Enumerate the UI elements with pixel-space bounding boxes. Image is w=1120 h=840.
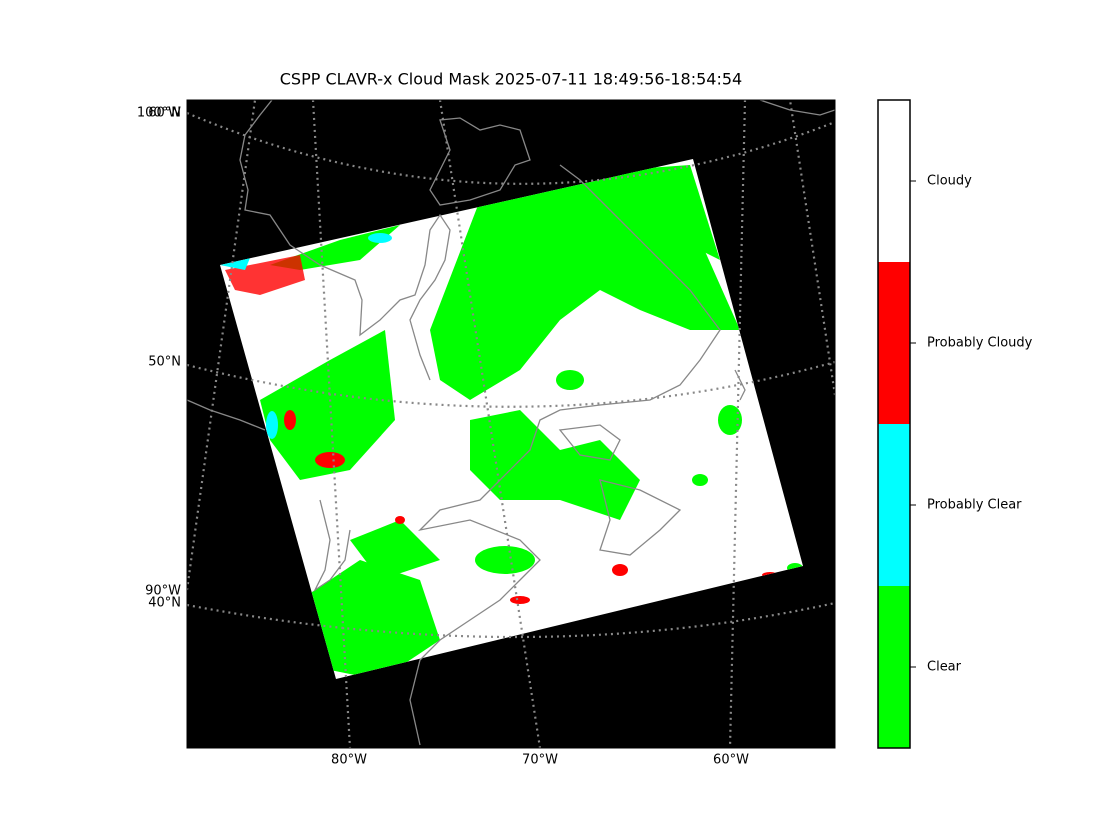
colorbar-label: Probably Cloudy [927, 336, 1033, 351]
map [186, 99, 836, 749]
lat-label: 50°N [148, 355, 181, 370]
colorbar-label: Clear [927, 660, 962, 675]
colorbar-label: Cloudy [927, 174, 972, 189]
lon-label: 60°W [713, 753, 749, 768]
colorbar-segment [878, 100, 910, 262]
probably-cloudy-areas [225, 255, 778, 604]
probably-clear-areas [220, 233, 392, 439]
map-frame [186, 99, 836, 749]
lon-label: 70°W [522, 753, 558, 768]
lon-label: 100°W [137, 106, 181, 121]
colorbar-frame [877, 99, 911, 749]
clear-areas [260, 160, 803, 679]
coastlines [187, 100, 835, 746]
lon-label: 90°W [145, 584, 181, 599]
graticule [187, 100, 835, 748]
colorbar-segment [878, 262, 910, 424]
lat-label: 60°N [148, 106, 181, 121]
colorbar-segment [878, 586, 910, 748]
colorbar: Cloudy Probably Cloudy Probably Clear Clear [877, 99, 1033, 749]
colorbar-label: Probably Clear [927, 498, 1022, 513]
colorbar-segment [878, 424, 910, 586]
title: CSPP CLAVR-x Cloud Mask 2025-07-11 18:49… [280, 70, 742, 89]
lat-label: 40°N [148, 596, 181, 611]
lon-label: 80°W [331, 753, 367, 768]
